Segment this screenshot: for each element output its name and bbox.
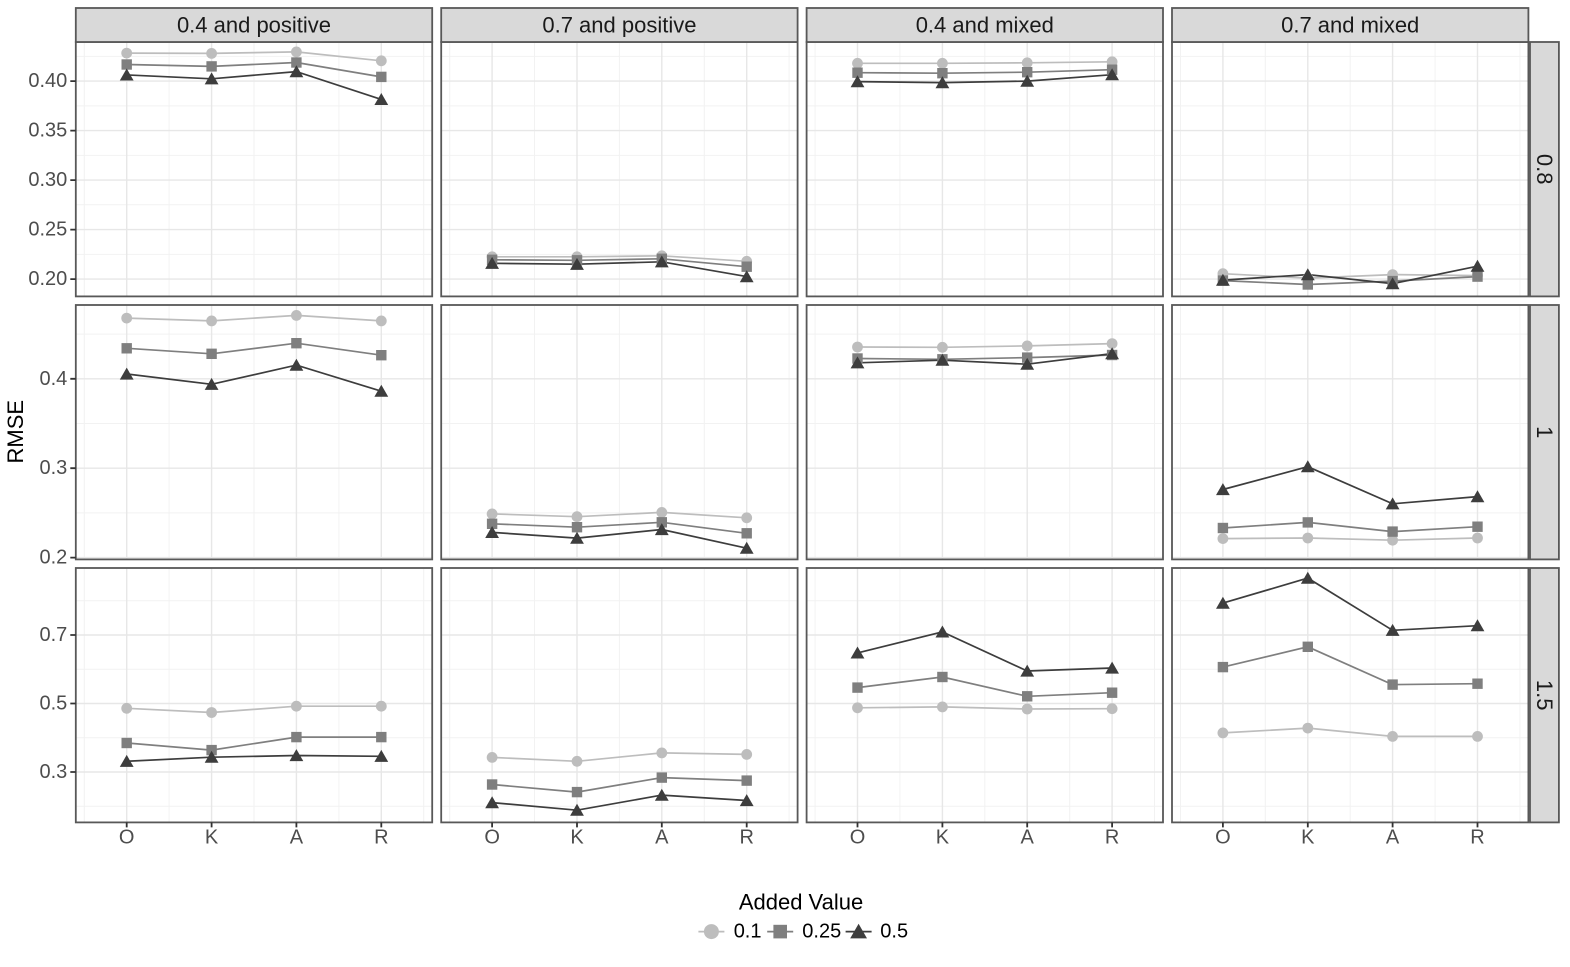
svg-text:0.5: 0.5 (39, 693, 67, 715)
svg-text:A: A (655, 827, 669, 849)
svg-text:0.20: 0.20 (28, 268, 67, 290)
svg-text:O: O (484, 827, 500, 849)
svg-text:0.30: 0.30 (28, 169, 67, 191)
svg-text:0.4 and positive: 0.4 and positive (177, 13, 331, 38)
svg-text:K: K (205, 827, 219, 849)
svg-text:1.5: 1.5 (1532, 680, 1557, 711)
svg-text:0.1: 0.1 (734, 921, 762, 943)
svg-text:R: R (1470, 827, 1484, 849)
svg-text:0.3: 0.3 (39, 761, 67, 783)
svg-text:0.5: 0.5 (880, 921, 908, 943)
svg-text:RMSE: RMSE (3, 400, 28, 464)
svg-text:O: O (119, 827, 135, 849)
svg-text:O: O (1215, 827, 1231, 849)
svg-text:0.7: 0.7 (39, 624, 67, 646)
svg-text:K: K (936, 827, 950, 849)
svg-text:0.8: 0.8 (1532, 154, 1557, 185)
svg-text:0.7 and positive: 0.7 and positive (542, 13, 696, 38)
svg-text:Added Value: Added Value (739, 889, 863, 914)
svg-text:0.4: 0.4 (39, 368, 67, 390)
svg-text:0.25: 0.25 (802, 921, 841, 943)
svg-text:1: 1 (1532, 426, 1557, 438)
svg-text:0.40: 0.40 (28, 70, 67, 92)
svg-text:K: K (1301, 827, 1315, 849)
svg-text:0.3: 0.3 (39, 457, 67, 479)
svg-text:O: O (850, 827, 866, 849)
svg-text:R: R (739, 827, 753, 849)
svg-text:0.2: 0.2 (39, 547, 67, 569)
svg-text:R: R (1105, 827, 1119, 849)
svg-text:R: R (374, 827, 388, 849)
svg-text:A: A (1386, 827, 1400, 849)
svg-text:0.4 and mixed: 0.4 and mixed (916, 13, 1054, 38)
svg-text:0.35: 0.35 (28, 120, 67, 142)
svg-text:0.25: 0.25 (28, 219, 67, 241)
svg-text:K: K (570, 827, 584, 849)
svg-text:A: A (1021, 827, 1035, 849)
svg-text:0.7 and mixed: 0.7 and mixed (1281, 13, 1419, 38)
svg-text:A: A (290, 827, 304, 849)
